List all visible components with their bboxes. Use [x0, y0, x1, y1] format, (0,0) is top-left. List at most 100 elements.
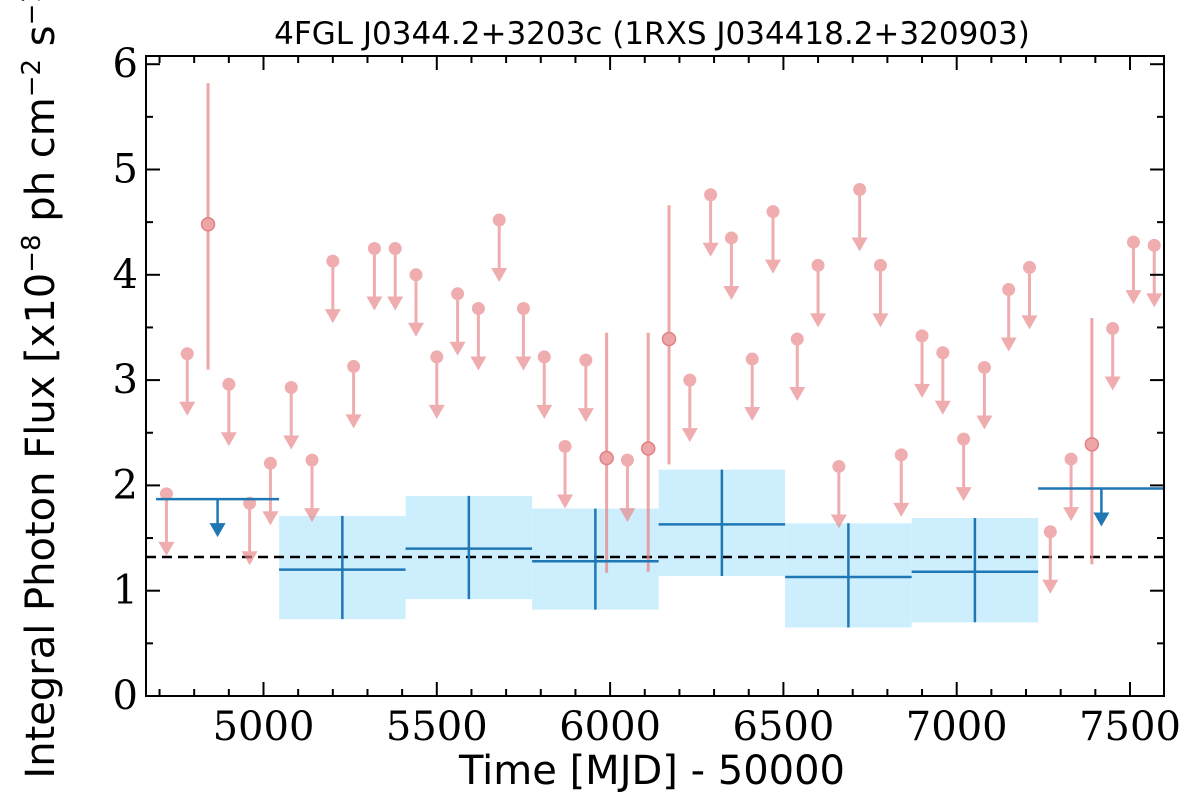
upper-limit-arrowhead — [914, 383, 931, 398]
short-bin-markers — [158, 83, 1163, 594]
short-bin-upper-limit — [830, 459, 847, 529]
short-bin-upper-limit — [955, 432, 972, 502]
short-bin-upper-limit — [158, 487, 175, 556]
short-bin-upper-limit — [619, 453, 636, 523]
short-bin-upper-limit — [366, 241, 383, 311]
short-bin-detection — [1084, 317, 1100, 565]
y-axis-label-exp1: −8 — [17, 234, 47, 272]
x-axis-label: Time [MJD] - 50000 — [458, 748, 845, 794]
upper-limit-marker — [1022, 260, 1036, 274]
upper-limit-marker — [492, 213, 506, 227]
upper-limit-marker — [957, 432, 971, 446]
upper-limit-arrowhead — [262, 511, 279, 526]
upper-limit-arrowhead — [345, 414, 362, 429]
y-tick-label: 6 — [113, 41, 138, 87]
detection-marker — [200, 217, 216, 232]
upper-limit-marker — [558, 439, 572, 453]
upper-limit-arrowhead — [387, 296, 404, 311]
upper-limit-marker — [388, 241, 402, 255]
upper-limit-arrowhead — [830, 514, 847, 529]
upper-limit-marker — [894, 448, 908, 462]
short-bin-detection — [599, 332, 614, 573]
y-axis-label-exp3: −1 — [17, 0, 47, 25]
upper-limit-marker — [516, 301, 530, 315]
short-bin-upper-limit — [1000, 283, 1017, 352]
short-bin-upper-limit — [681, 373, 698, 443]
upper-limit-arrowhead — [449, 341, 466, 356]
short-bin-upper-limit — [283, 380, 300, 450]
upper-limit-marker — [620, 453, 634, 467]
short-bin-upper-limit — [744, 352, 761, 422]
upper-limit-arrowhead — [158, 541, 175, 556]
x-tick-label: 6000 — [559, 704, 661, 750]
short-bin-upper-limit — [810, 258, 827, 328]
upper-limit-arrowhead — [1063, 507, 1080, 522]
y-axis-label: Integral Photon Flux [x10−8 ph cm−2 s−1] — [17, 0, 64, 779]
long-bin-detection — [785, 523, 912, 628]
upper-limit-marker — [811, 258, 825, 272]
short-bin-upper-limit — [914, 329, 931, 398]
long-bin-markers — [156, 469, 1165, 628]
upper-limit-marker — [537, 350, 551, 364]
upper-limit-marker — [284, 380, 298, 394]
long-limit-arrowhead — [209, 523, 226, 538]
upper-limit-marker — [263, 456, 277, 470]
short-bin-detection — [200, 83, 216, 370]
short-bin-upper-limit — [789, 332, 806, 402]
x-tick-label: 7000 — [906, 704, 1008, 750]
short-bin-upper-limit — [220, 377, 237, 447]
long-bin-detection — [658, 469, 786, 576]
upper-limit-marker — [873, 258, 887, 272]
upper-limit-arrowhead — [934, 400, 951, 415]
upper-limit-arrowhead — [976, 415, 993, 430]
upper-limit-arrowhead — [470, 356, 487, 371]
short-bin-upper-limit — [934, 346, 951, 415]
upper-limit-marker — [347, 359, 361, 373]
short-bin-upper-limit — [577, 353, 594, 423]
upper-limit-arrowhead — [1146, 293, 1163, 308]
y-tick-label: 5 — [113, 147, 138, 193]
upper-limit-marker — [977, 360, 991, 374]
upper-limit-marker — [704, 188, 718, 202]
upper-limit-marker — [1043, 525, 1057, 539]
short-bin-upper-limit — [449, 287, 466, 356]
short-bin-upper-limit — [304, 453, 321, 523]
upper-limit-arrowhead — [893, 502, 910, 517]
x-tick-label: 5000 — [213, 704, 315, 750]
upper-limit-arrowhead — [179, 401, 196, 416]
y-axis-label-main: Integral Photon Flux [x10 — [18, 273, 64, 779]
upper-limit-arrowhead — [577, 408, 594, 423]
short-bin-upper-limit — [723, 231, 740, 300]
upper-limit-arrowhead — [723, 285, 740, 300]
upper-limit-marker — [724, 231, 738, 245]
upper-limit-arrowhead — [619, 508, 636, 523]
upper-limit-arrowhead — [241, 551, 258, 566]
short-bin-upper-limit — [408, 268, 425, 337]
short-bin-upper-limit — [491, 213, 508, 283]
upper-limit-marker — [579, 353, 593, 367]
upper-limit-arrowhead — [955, 487, 972, 502]
long-bin-detection — [405, 495, 533, 600]
upper-limit-arrowhead — [1000, 337, 1017, 352]
upper-limit-arrowhead — [491, 268, 508, 283]
upper-limit-marker — [915, 329, 929, 343]
x-tick-label: 6500 — [733, 704, 835, 750]
plot-frame — [145, 55, 1165, 697]
upper-limit-marker — [936, 346, 950, 360]
upper-limit-arrowhead — [408, 322, 425, 337]
short-bin-detection — [661, 205, 677, 465]
upper-limit-marker — [790, 332, 804, 346]
upper-limit-marker — [222, 377, 236, 391]
upper-limit-arrowhead — [324, 309, 341, 324]
plot-axes: 5000 5500 6000 6500 7000 7500 0 1 2 3 4 5 6 — [113, 41, 1181, 750]
y-axis-label-exp2: −2 — [17, 59, 47, 97]
upper-limit-arrowhead — [702, 242, 719, 257]
upper-limit-arrowhead — [1021, 315, 1038, 330]
short-bin-upper-limit — [179, 347, 196, 416]
upper-limit-arrowhead — [1104, 376, 1121, 391]
upper-limit-arrowhead — [536, 404, 553, 419]
y-tick-label: 4 — [113, 252, 138, 298]
short-bin-upper-limit — [324, 254, 341, 324]
upper-limit-arrowhead — [851, 237, 868, 252]
